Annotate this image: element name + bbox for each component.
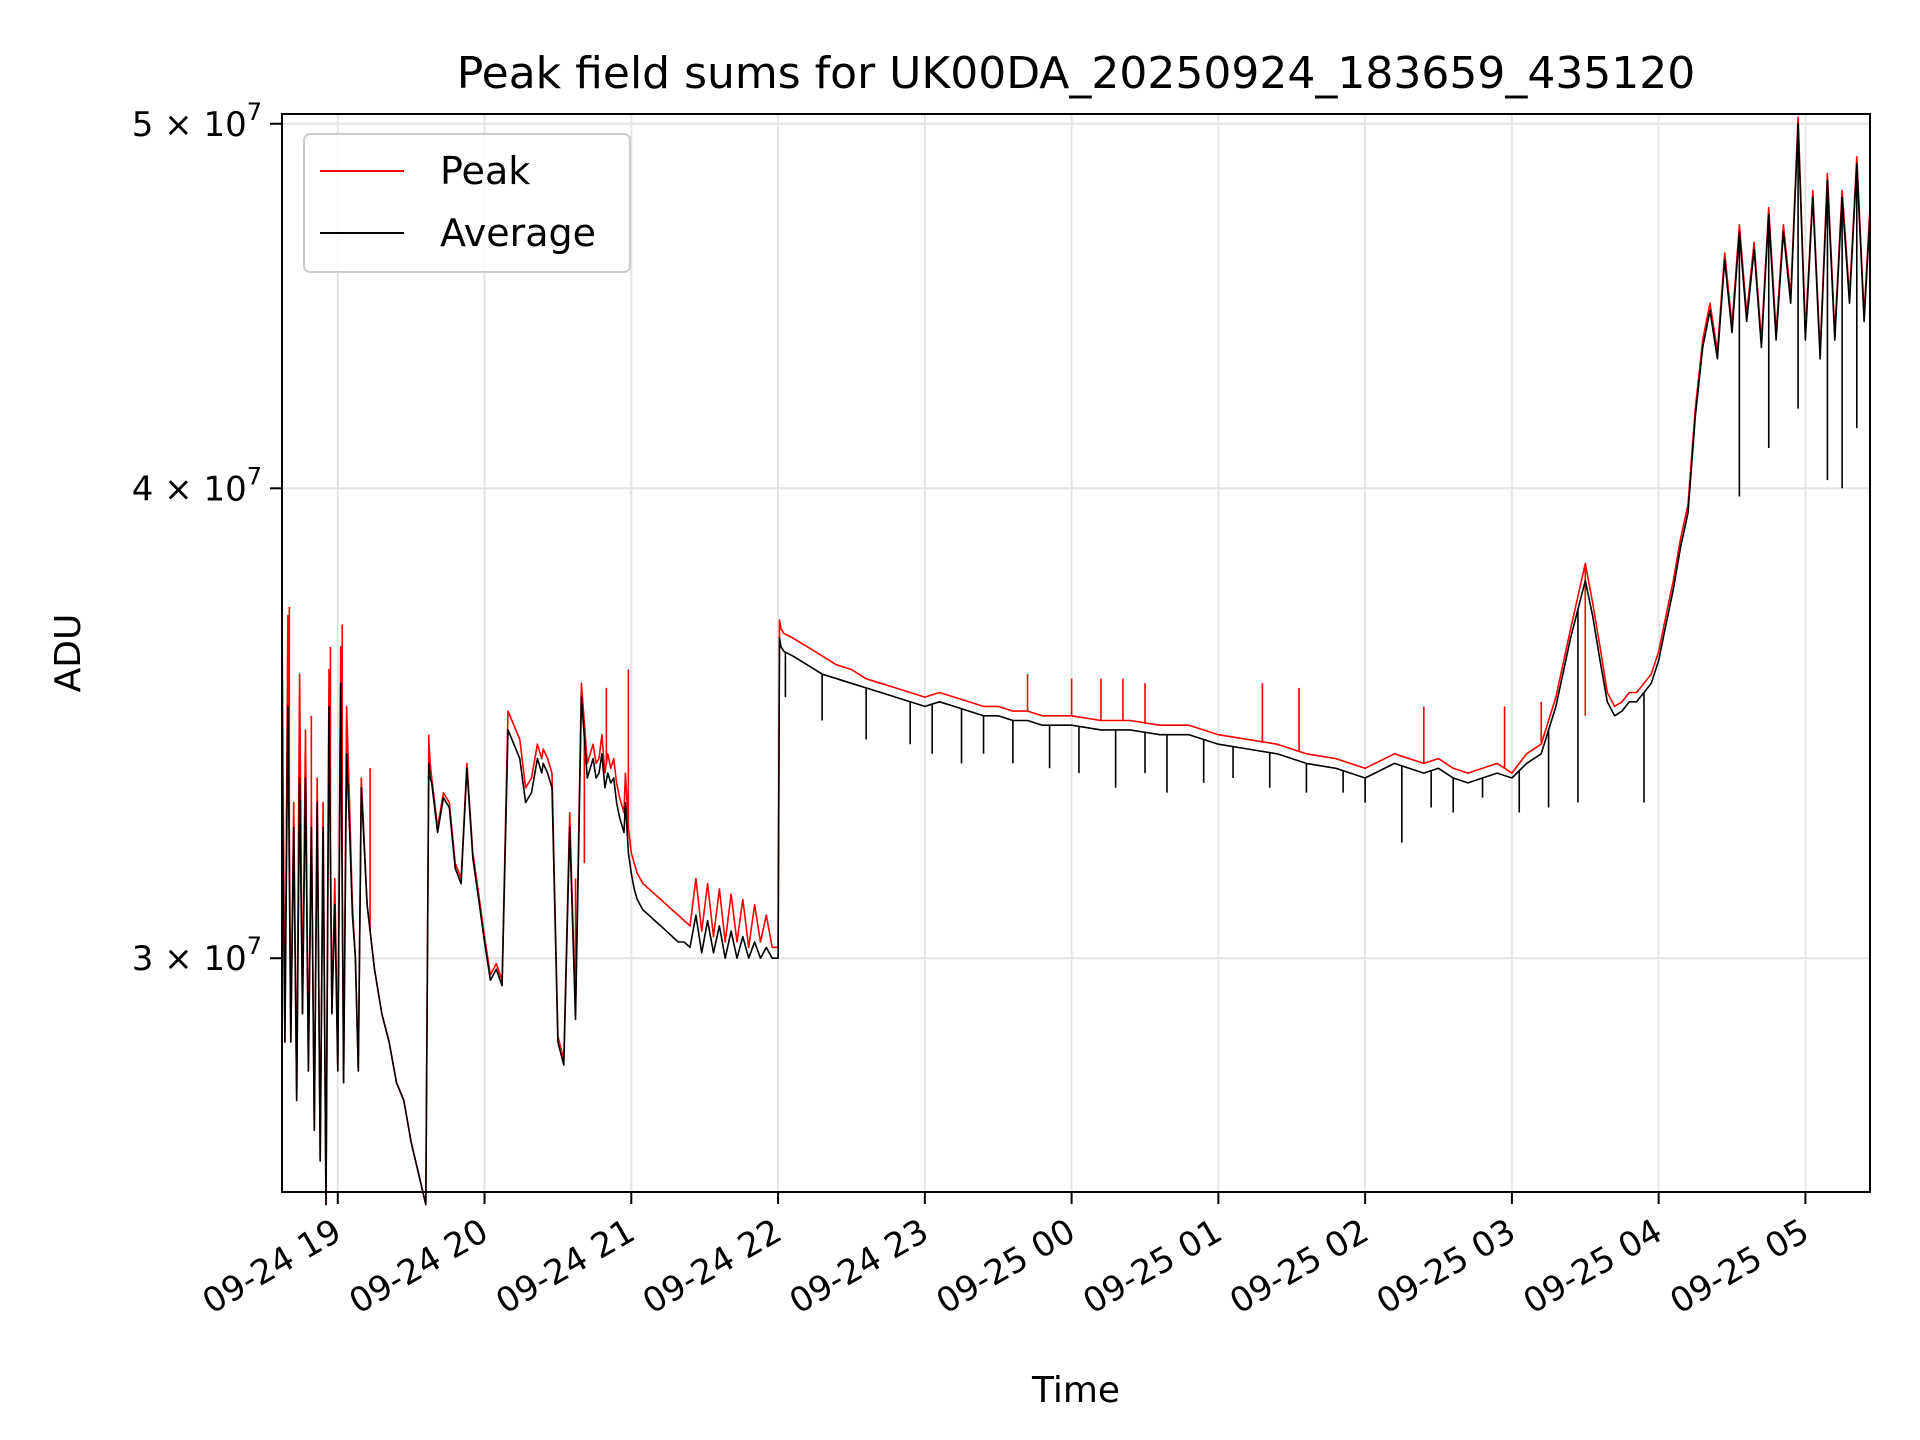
- plot-area: [282, 114, 1870, 1192]
- y-axis-ticks: 3 × 107 4 × 107 5 × 107: [132, 98, 282, 979]
- y-axis-label: ADU: [48, 614, 89, 693]
- chart-title: Peak field sums for UK00DA_20250924_1836…: [457, 48, 1696, 99]
- x-axis-label: Time: [1031, 1370, 1120, 1411]
- series-average: [281, 123, 1871, 1206]
- legend: Peak Average: [303, 133, 631, 273]
- legend-label-average: Average: [440, 211, 596, 255]
- y-tick-label: 4 × 107: [132, 462, 262, 509]
- series-line-average: [281, 123, 1871, 1206]
- plot-frame: [281, 113, 1871, 1193]
- series-lines: [281, 116, 1871, 1206]
- y-tick-label: 3 × 107: [132, 932, 262, 979]
- legend-label-peak: Peak: [440, 149, 530, 193]
- y-tick-label: 5 × 107: [132, 98, 262, 145]
- legend-box: [303, 133, 631, 273]
